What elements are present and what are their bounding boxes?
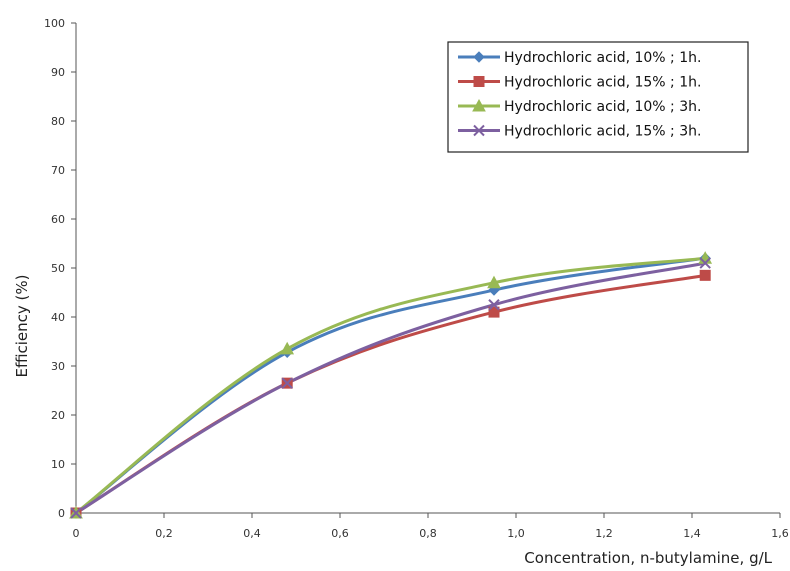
x-axis-title: Concentration, n-butylamine, g/L (524, 549, 772, 567)
x-tick-label: 1,6 (771, 527, 789, 540)
y-axis-ticks: 0 10 20 30 40 50 60 70 80 90 100 (44, 17, 76, 520)
y-tick-label: 20 (51, 409, 65, 422)
y-tick-label: 80 (51, 115, 65, 128)
series-line-3 (74, 256, 707, 515)
x-tick-label: 0 (73, 527, 80, 540)
legend-items: Hydrochloric acid, 10% ; 1h. Hydrochloric… (458, 50, 701, 140)
data-point-series-4 (281, 377, 293, 389)
y-tick-label: 90 (51, 66, 65, 79)
x-tick-label: 0,4 (243, 527, 261, 540)
x-tick-label: 0,6 (331, 527, 349, 540)
legend: Hydrochloric acid, 10% ; 1h. Hydrochloric… (447, 41, 749, 153)
y-tick-label: 40 (51, 311, 65, 324)
x-tick-label: 1,0 (507, 527, 525, 540)
legend-label: Hydrochloric acid, 10% ; 3h. (504, 99, 701, 115)
legend-swatch-marker (473, 51, 485, 63)
legend-item: Hydrochloric acid, 15% ; 1h. (458, 75, 701, 91)
data-point-series-4 (699, 257, 711, 269)
y-tick-label: 10 (51, 458, 65, 471)
legend-swatch-marker (473, 76, 485, 87)
y-tick-label: 0 (58, 507, 65, 520)
x-tick-label: 0,2 (155, 527, 173, 540)
data-point-series-3 (487, 275, 501, 289)
legend-box (447, 41, 749, 153)
y-tick-label: 100 (44, 17, 65, 30)
y-axis-title: Efficiency (%) (13, 275, 31, 378)
data-point-series-4 (488, 299, 500, 311)
y-tick-label: 60 (51, 213, 65, 226)
series-line-4 (74, 261, 707, 515)
series-markers (69, 251, 713, 519)
legend-item: Hydrochloric acid, 10% ; 3h. (458, 98, 701, 115)
x-tick-label: 1,2 (595, 527, 613, 540)
legend-label: Hydrochloric acid, 15% ; 1h. (504, 75, 701, 91)
legend-swatch-marker (472, 98, 486, 112)
legend-item: Hydrochloric acid, 15% ; 3h. (458, 124, 701, 140)
y-tick-label: 50 (51, 262, 65, 275)
legend-item: Hydrochloric acid, 10% ; 1h. (458, 50, 701, 66)
x-tick-label: 0,8 (419, 527, 437, 540)
y-tick-label: 70 (51, 164, 65, 177)
x-tick-label: 1,4 (683, 527, 701, 540)
legend-label: Hydrochloric acid, 10% ; 1h. (504, 50, 701, 66)
legend-label: Hydrochloric acid, 15% ; 3h. (504, 124, 701, 140)
data-point-series-4 (70, 507, 82, 519)
y-tick-label: 30 (51, 360, 65, 373)
data-point-series-2 (699, 269, 711, 281)
series-lines (74, 256, 707, 515)
data-point-series-3 (280, 341, 295, 355)
data-point-series-2 (488, 306, 500, 318)
x-axis-ticks: 0 0,2 0,4 0,6 0,8 1,0 1,2 1,4 1,6 (73, 513, 789, 540)
legend-swatch-marker (473, 124, 485, 137)
